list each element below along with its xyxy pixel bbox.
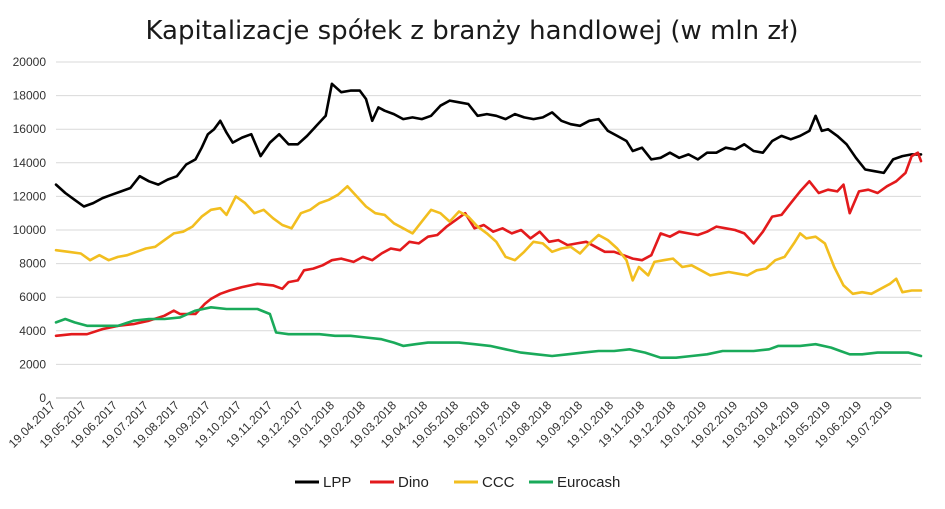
legend: LPP Dino CCC Eurocash: [295, 474, 620, 491]
legend-label-dino: Dino: [398, 474, 429, 491]
y-tick-label: 16000: [13, 122, 47, 136]
y-axis-tick-labels: 0 2000 4000 6000 8000 10000 12000 14000 16000 180…: [13, 55, 47, 405]
series-line-eurocash: [54, 306, 923, 359]
series-line-dino: [54, 151, 923, 338]
y-tick-label: 6000: [19, 290, 46, 304]
legend-label-eurocash: Eurocash: [557, 474, 620, 491]
series-line-ccc: [54, 185, 923, 296]
y-tick-label: 14000: [13, 156, 47, 170]
legend-label-lpp: LPP: [323, 474, 351, 491]
series-line-lpp: [54, 82, 923, 208]
chart-title: Kapitalizacje spółek z branży handlowej …: [145, 16, 798, 46]
y-tick-label: 12000: [13, 189, 47, 203]
x-axis-tick-labels: 19.04.201719.05.201719.06.201719.07.2017…: [6, 398, 896, 451]
y-tick-label: 0: [39, 391, 46, 405]
y-tick-label: 10000: [13, 223, 47, 237]
y-tick-label: 8000: [19, 257, 46, 271]
y-tick-label: 18000: [13, 89, 47, 103]
y-tick-label: 2000: [19, 357, 46, 371]
grid-lines: [56, 61, 921, 365]
y-tick-label: 4000: [19, 324, 46, 338]
y-tick-label: 20000: [13, 55, 47, 69]
series-lines: [54, 82, 923, 359]
legend-label-ccc: CCC: [482, 474, 515, 491]
